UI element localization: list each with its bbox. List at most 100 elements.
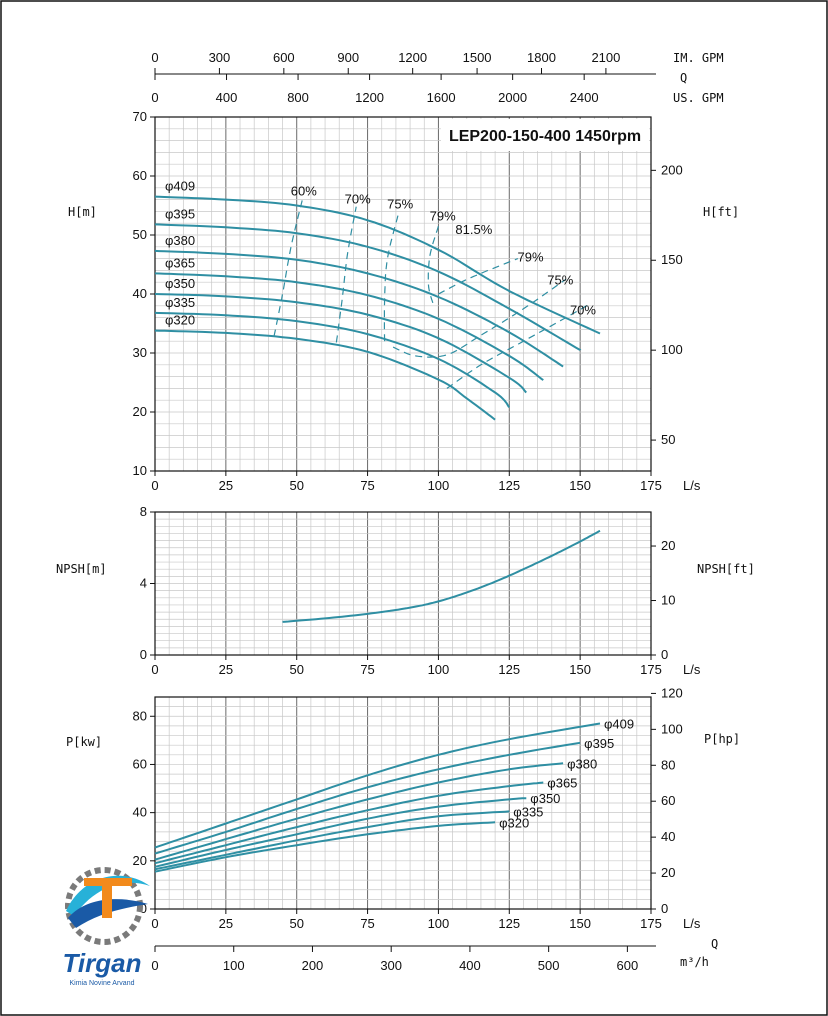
- efficiency-label: 75%: [387, 196, 413, 211]
- head-curve: [154, 223, 582, 351]
- power-right-tick-label: 120: [661, 685, 683, 700]
- power-xtick-label: 125: [498, 916, 520, 931]
- top-axis-tick-label: 1500: [463, 50, 492, 65]
- bottom-axis-tick-label: 400: [459, 958, 481, 973]
- top-axis-tick-label: 300: [209, 50, 231, 65]
- head-curve-label: φ350: [165, 276, 195, 291]
- logo-wordmark: Tirgan: [62, 948, 142, 978]
- npsh-right-tick-label: 0: [661, 647, 668, 662]
- head-xtick-label: 50: [289, 478, 303, 493]
- power-ytick-label: 40: [133, 805, 147, 820]
- power-frame: [154, 696, 652, 910]
- npsh-xtick-label: 125: [498, 662, 520, 677]
- logo-subtitle: Kimia Novine Arvand: [69, 980, 135, 987]
- head-right-tick-label: 50: [661, 432, 675, 447]
- company-logo: Tirgan Kimia Novine Arvand: [52, 856, 162, 996]
- top-axis-tick-label: 900: [337, 50, 359, 65]
- head-ylabel: H[m]: [68, 205, 97, 219]
- power-curve-label: φ350: [530, 791, 560, 806]
- power-xtick-label: 75: [360, 916, 374, 931]
- logo-emblem-icon: [65, 867, 150, 945]
- head-curve: [154, 195, 601, 335]
- npsh-xtick-label: 175: [640, 662, 662, 677]
- efficiency-label: 79%: [430, 208, 456, 223]
- top-axis-unit: US. GPM: [673, 91, 724, 105]
- npsh-right-tick-label: 20: [661, 538, 675, 553]
- npsh-ytick-label: 0: [140, 647, 147, 662]
- npsh-xtick-label: 25: [219, 662, 233, 677]
- bottom-axis-tick-label: 200: [302, 958, 324, 973]
- power-curve-label: φ380: [567, 756, 597, 771]
- head-ytick-label: 60: [133, 168, 147, 183]
- power-ytick-label: 60: [133, 756, 147, 771]
- top-axis-tick-label: 1200: [398, 50, 427, 65]
- head-ytick-label: 50: [133, 227, 147, 242]
- npsh-right-tick-label: 10: [661, 593, 675, 608]
- bottom-axis-tick-label: 300: [380, 958, 402, 973]
- power-ytick-label: 80: [133, 708, 147, 723]
- head-xtick-label: 150: [569, 478, 591, 493]
- head-curve: [154, 329, 496, 421]
- head-curve-label: φ409: [165, 179, 195, 194]
- power-curve-label: φ320: [499, 815, 529, 830]
- head-curve-label: φ335: [165, 295, 195, 310]
- efficiency-contour: [438, 258, 519, 295]
- top-axis-tick-label: 1200: [355, 90, 384, 105]
- bottom-axis-tick-label: 100: [223, 958, 245, 973]
- head-curve: [154, 311, 511, 408]
- chart-title: LEP200-150-400 1450rpm: [449, 128, 641, 145]
- head-ytick-label: 70: [133, 109, 147, 124]
- power-right-tick-label: 0: [661, 901, 668, 916]
- power-curve-label: φ395: [584, 736, 614, 751]
- npsh-ytick-label: 8: [140, 504, 147, 519]
- power-ylabel: P[kw]: [66, 735, 102, 749]
- head-xtick-label: 175: [640, 478, 662, 493]
- head-xtick-label: 75: [360, 478, 374, 493]
- top-axis-tick-label: 400: [216, 90, 238, 105]
- title-box: [441, 119, 649, 151]
- power-curve: [154, 821, 496, 873]
- power-curve: [154, 797, 527, 868]
- power-xtick-label: 150: [569, 916, 591, 931]
- power-curve: [154, 722, 601, 849]
- head-ytick-label: 10: [133, 463, 147, 478]
- head-xtick-label: 125: [498, 478, 520, 493]
- head-curve: [154, 293, 527, 394]
- power-curve: [154, 781, 544, 865]
- top-axis-tick-label: 800: [287, 90, 309, 105]
- power-right-tick-label: 20: [661, 865, 675, 880]
- head-ytick-label: 20: [133, 404, 147, 419]
- head-right-tick-label: 200: [661, 162, 683, 177]
- head-xtick-label: 100: [428, 478, 450, 493]
- efficiency-contour: [392, 278, 567, 358]
- head-ylabel-right: H[ft]: [703, 205, 739, 219]
- head-xtick-label: 25: [219, 478, 233, 493]
- power-curve: [154, 810, 510, 871]
- npsh-xtick-label: 100: [428, 662, 450, 677]
- bottom-axis-tick-label: 500: [538, 958, 560, 973]
- power-right-tick-label: 40: [661, 829, 675, 844]
- head-curve-label: φ395: [165, 206, 195, 221]
- head-curve: [154, 272, 544, 381]
- power-xtick-label: 0: [151, 916, 158, 931]
- efficiency-contour: [383, 212, 400, 342]
- efficiency-label: 81.5%: [455, 222, 492, 237]
- npsh-ytick-label: 4: [140, 576, 147, 591]
- top-axis-tick-label: 0: [151, 50, 158, 65]
- power-right-tick-label: 60: [661, 793, 675, 808]
- top-axis-tick-label: 1600: [427, 90, 456, 105]
- head-curve: [154, 249, 564, 368]
- top-axis-tick-label: 600: [273, 50, 295, 65]
- bottom-axis-tick-label: 0: [151, 958, 158, 973]
- power-curve-label: φ409: [604, 717, 634, 732]
- head-ytick-label: 30: [133, 345, 147, 360]
- power-xtick-label: 175: [640, 916, 662, 931]
- head-curve-label: φ380: [165, 233, 195, 248]
- head-ytick-label: 40: [133, 286, 147, 301]
- power-x-unit: L/s: [683, 916, 701, 931]
- npsh-ylabel-right: NPSH[ft]: [697, 562, 755, 576]
- top-axis-tick-label: 0: [151, 90, 158, 105]
- npsh-xtick-label: 75: [360, 662, 374, 677]
- power-xtick-label: 50: [289, 916, 303, 931]
